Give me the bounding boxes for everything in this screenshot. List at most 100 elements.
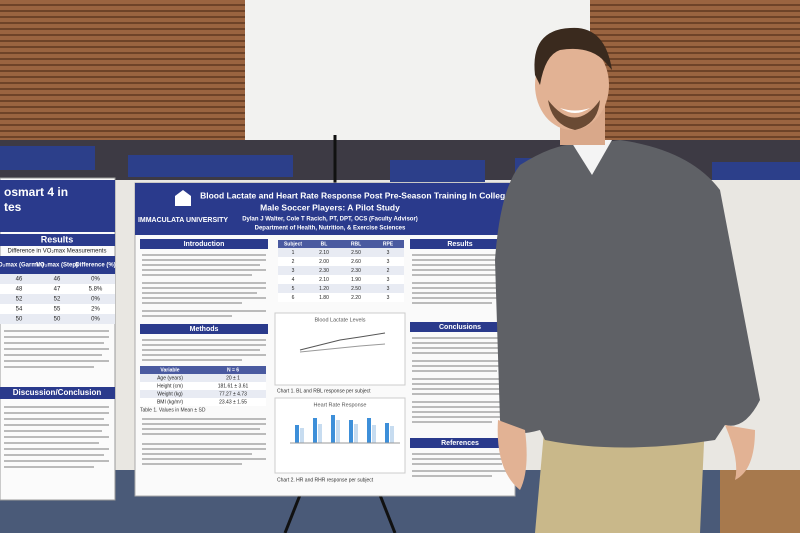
table-cell: 46 <box>16 277 23 283</box>
left-poster: osmart 4 in tes Results Difference in VO… <box>0 177 116 501</box>
person <box>495 27 760 533</box>
table-cell: Age (years) <box>157 375 183 381</box>
section-heading: Results <box>447 241 472 248</box>
chart-caption: Chart 2. HR and RHR response per subject <box>277 477 374 483</box>
table-cell: 23.43 ± 1.55 <box>219 399 247 405</box>
table-header: N = 6 <box>227 367 239 373</box>
chart-title: Heart Rate Response <box>314 402 367 408</box>
window-blinds <box>0 0 245 150</box>
table-row-bg <box>140 382 266 390</box>
poster-title: tes <box>4 200 22 214</box>
hand <box>725 425 755 480</box>
window-blinds <box>590 0 800 160</box>
logo-icon <box>175 190 191 206</box>
table-cell: 2.00 <box>319 259 329 265</box>
table-cell: 181.61 ± 3.61 <box>218 383 249 389</box>
table-row-bg <box>0 314 115 324</box>
table-cell: 2.60 <box>351 259 361 265</box>
table-cell: 5 <box>292 286 295 292</box>
poster-title: Male Soccer Players: A Pilot Study <box>260 202 400 212</box>
table-row-bg <box>140 374 266 382</box>
table-cell: 50 <box>54 317 61 323</box>
table-cell: 5.8% <box>89 287 103 293</box>
table-cell: BMI (kg/m²) <box>157 399 183 405</box>
table-cell: 77.27 ± 4.73 <box>219 391 247 397</box>
table-cell: 0% <box>91 297 100 303</box>
banner <box>712 162 800 180</box>
table-header: Subject <box>284 241 302 247</box>
table-row-bg <box>0 274 115 284</box>
section-heading: Results <box>41 234 74 244</box>
hair <box>534 27 612 85</box>
table-cell: 1 <box>292 250 295 256</box>
pants <box>535 420 705 533</box>
easel-leg <box>378 494 397 533</box>
table-row-bg <box>278 275 404 284</box>
table-row-bg <box>278 257 404 266</box>
table-cell: Weight (kg) <box>157 391 183 397</box>
table-cell: 52 <box>16 297 23 303</box>
table-cell: 54 <box>16 307 23 313</box>
table-cell: 1.80 <box>319 295 329 301</box>
table-cell: 20 ± 1 <box>226 375 240 381</box>
table: VO₂max (Garmin)VO₂max (Step)Difference (… <box>0 256 116 324</box>
table-header-bg <box>278 240 404 248</box>
poster-title: Blood Lactate and Heart Rate Response Po… <box>200 190 510 200</box>
table-cell: 3 <box>387 250 390 256</box>
table-header: RBL <box>351 241 361 247</box>
table-cell: 2.50 <box>351 286 361 292</box>
table-cell: 1.90 <box>351 277 361 283</box>
table-cell: 46 <box>54 277 61 283</box>
table-header-bg <box>140 366 266 374</box>
table-cell: 2.50 <box>351 250 361 256</box>
table-cell: 52 <box>54 297 61 303</box>
department: Department of Health, Nutrition, & Exerc… <box>255 226 406 232</box>
chart-caption: Chart 1. BL and RBL response per subject <box>277 388 371 394</box>
table-cell: 1.20 <box>319 286 329 292</box>
banner <box>128 155 293 177</box>
section-heading: Methods <box>190 326 219 333</box>
table-cell: 3 <box>387 259 390 265</box>
table-row-bg <box>0 304 115 314</box>
logo-text: IMMACULATA UNIVERSITY <box>138 217 228 224</box>
section-heading: Introduction <box>184 241 225 248</box>
table-header: Variable <box>160 367 179 373</box>
table-caption: Difference in VO₂max Measurements <box>8 249 107 255</box>
table-cell: 0% <box>91 277 100 283</box>
table-header: VO₂max (Step) <box>36 263 78 269</box>
table-cell: 3 <box>387 286 390 292</box>
authors: Dylan J Walter, Cole T Racich, PT, DPT, … <box>242 217 418 223</box>
banner <box>0 146 95 170</box>
chart-lines <box>299 332 386 353</box>
table-row-bg <box>278 293 404 302</box>
smile <box>560 108 590 113</box>
collar <box>570 140 612 175</box>
table-caption: Table 1. Values in Mean ± SD <box>140 407 206 413</box>
table-cell: 0% <box>91 317 100 323</box>
wall-panel <box>245 0 590 160</box>
table-header-bg <box>0 256 115 274</box>
table-row-bg <box>278 266 404 275</box>
table-cell: 2.10 <box>319 250 329 256</box>
table-cell: 2.30 <box>351 268 361 274</box>
table-cell: 2 <box>292 259 295 265</box>
table-cell: 2.30 <box>319 268 329 274</box>
section-heading: Discussion/Conclusion <box>13 388 102 397</box>
main-poster: IMMACULATA UNIVERSITY Blood Lactate and … <box>134 182 516 497</box>
table-cell: 50 <box>16 317 23 323</box>
chart-title: Blood Lactate Levels <box>314 317 365 323</box>
table: Variable N = 6 Age (years) 20 ± 1 Height (cm… <box>140 366 266 406</box>
beard <box>548 100 600 130</box>
table-cell: Height (cm) <box>157 383 183 389</box>
table-cell: 3 <box>292 268 295 274</box>
floor <box>720 470 800 533</box>
table-row-bg <box>278 248 404 257</box>
table-row-bg <box>0 294 115 304</box>
body-text <box>142 254 508 477</box>
chart-bars <box>290 415 400 444</box>
poster-title: osmart 4 in <box>4 185 68 199</box>
table-cell: 6 <box>292 295 295 301</box>
table-cell: 2.10 <box>319 277 329 283</box>
hand <box>497 420 527 490</box>
table-header: BL <box>321 241 328 247</box>
